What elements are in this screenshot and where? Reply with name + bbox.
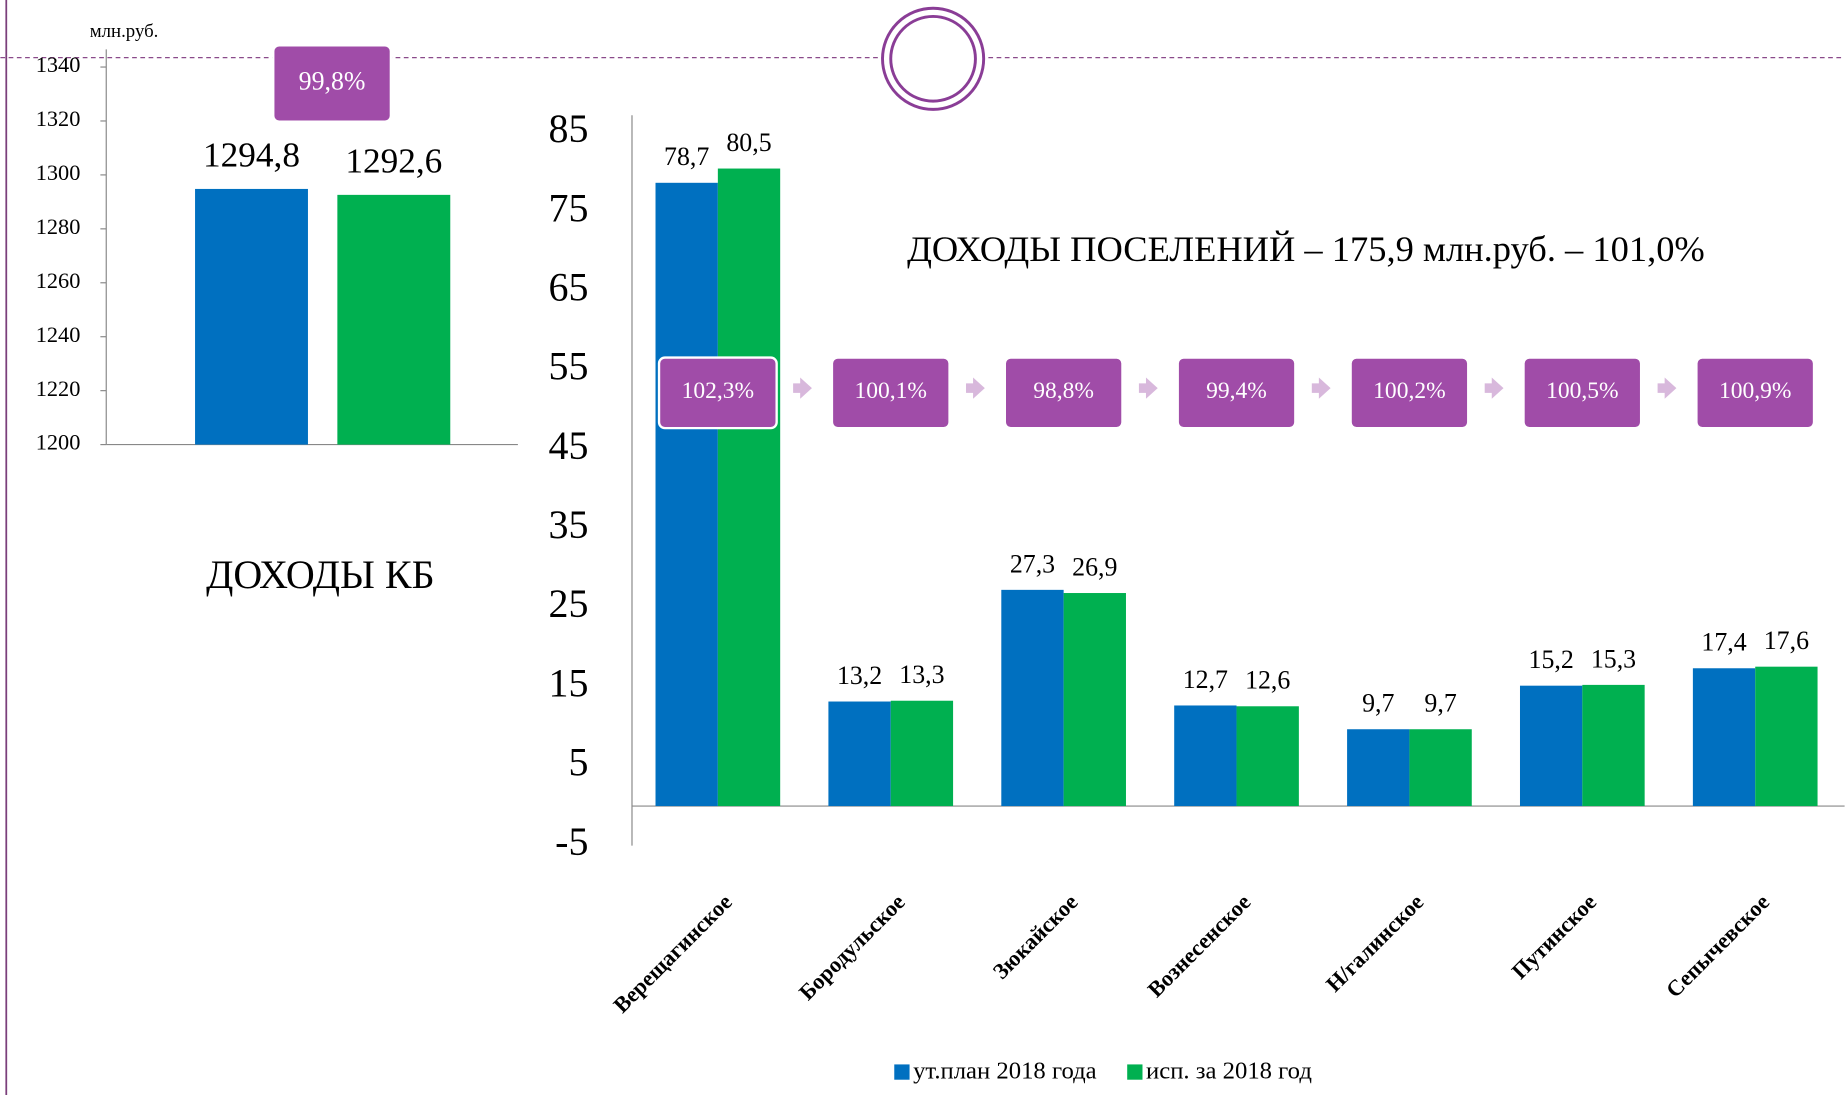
legend-label: ут.план 2018 года bbox=[913, 1057, 1097, 1084]
y-tick-label: 1300 bbox=[36, 160, 81, 185]
arrow bbox=[1484, 377, 1504, 399]
value-label: 1294,8 bbox=[203, 135, 300, 174]
value-label: 17,6 bbox=[1764, 626, 1809, 655]
percent-label: 99,8% bbox=[299, 66, 366, 95]
y-tick-label: 1320 bbox=[36, 106, 81, 131]
bar bbox=[1001, 589, 1064, 807]
y-tick-label: 85 bbox=[549, 106, 589, 151]
value-label: 12,6 bbox=[1245, 666, 1290, 695]
y-tick-label: 1240 bbox=[36, 322, 81, 347]
y-axis-label: млн.руб. bbox=[90, 21, 159, 42]
value-label: 78,7 bbox=[664, 142, 709, 171]
y-tick-label: 1200 bbox=[36, 430, 81, 455]
legend-swatch bbox=[894, 1064, 910, 1080]
value-label: 15,3 bbox=[1591, 644, 1636, 673]
percent-label: 100,2% bbox=[1373, 378, 1446, 404]
percent-label: 98,8% bbox=[1033, 378, 1094, 404]
y-tick-label: 45 bbox=[549, 423, 589, 468]
x-tick-label: Вознесенское bbox=[1143, 889, 1256, 1002]
percent-badge bbox=[1176, 356, 1297, 430]
bar bbox=[1692, 668, 1756, 807]
percent-badge bbox=[657, 356, 778, 430]
percent-badge bbox=[1522, 356, 1643, 430]
value-label: 13,3 bbox=[899, 660, 944, 689]
legend-swatch bbox=[1127, 1064, 1143, 1080]
value-label: 1292,6 bbox=[345, 141, 442, 180]
bar bbox=[1063, 593, 1126, 807]
percent-label: 100,1% bbox=[854, 378, 926, 404]
legend-label: исп. за 2018 год bbox=[1146, 1057, 1312, 1084]
chart-title: ДОХОДЫ ПОСЕЛЕНИЙ – 175,9 млн.руб. – 101,… bbox=[907, 229, 1705, 269]
bar bbox=[337, 194, 451, 445]
x-tick-label: Сепычевское bbox=[1661, 889, 1774, 1002]
bar bbox=[1347, 729, 1410, 807]
bar bbox=[195, 188, 308, 445]
y-tick-label: 55 bbox=[549, 344, 589, 389]
y-tick-label: 1220 bbox=[36, 376, 81, 401]
bar bbox=[828, 701, 891, 807]
ornament-outer bbox=[881, 6, 986, 111]
percent-badge bbox=[830, 356, 951, 430]
x-tick-label: Верещагинское bbox=[608, 889, 736, 1017]
percent-label: 102,3% bbox=[682, 378, 755, 404]
arrow bbox=[1311, 377, 1331, 399]
y-tick-label: 35 bbox=[549, 502, 589, 547]
value-label: 13,2 bbox=[837, 661, 882, 690]
x-tick-label: Зюкайское bbox=[988, 889, 1083, 984]
bar bbox=[890, 700, 954, 807]
value-label: 17,4 bbox=[1701, 628, 1746, 657]
arrow bbox=[1657, 377, 1677, 399]
y-tick-label: 25 bbox=[549, 581, 589, 626]
x-tick-label: Н/галинское bbox=[1321, 889, 1428, 996]
bar bbox=[1755, 666, 1818, 807]
bar bbox=[1236, 706, 1299, 807]
percent-label: 99,4% bbox=[1206, 378, 1267, 404]
percent-badge bbox=[1695, 356, 1816, 430]
y-tick-label: -5 bbox=[555, 819, 588, 864]
value-label: 12,7 bbox=[1183, 665, 1228, 694]
percent-badge bbox=[1003, 356, 1124, 430]
value-label: 15,2 bbox=[1529, 645, 1574, 674]
value-label: 80,5 bbox=[726, 128, 771, 157]
ornament-inner bbox=[889, 14, 977, 103]
arrow bbox=[966, 377, 985, 399]
arrow bbox=[793, 377, 812, 399]
y-tick-label: 5 bbox=[568, 740, 588, 785]
y-tick-label: 1260 bbox=[36, 268, 81, 293]
arrow bbox=[1138, 377, 1158, 399]
bar bbox=[1409, 729, 1472, 807]
y-tick-label: 1340 bbox=[36, 52, 81, 77]
percent-label: 100,9% bbox=[1719, 378, 1792, 404]
bar bbox=[1519, 685, 1583, 807]
percent-label: 100,5% bbox=[1546, 378, 1619, 404]
chart-title: ДОХОДЫ КБ bbox=[206, 552, 434, 597]
bar bbox=[1582, 684, 1645, 807]
y-tick-label: 65 bbox=[549, 264, 589, 309]
value-label: 27,3 bbox=[1010, 549, 1055, 578]
y-tick-label: 75 bbox=[549, 185, 589, 230]
percent-badge bbox=[1349, 356, 1470, 430]
x-tick-label: Путинское bbox=[1507, 889, 1602, 984]
y-tick-label: 1280 bbox=[36, 214, 81, 239]
value-label: 26,9 bbox=[1072, 552, 1117, 581]
x-tick-label: Бородульское bbox=[794, 889, 910, 1005]
value-label: 9,7 bbox=[1424, 689, 1456, 718]
bar bbox=[1174, 705, 1237, 807]
bar bbox=[655, 182, 718, 807]
y-tick-label: 15 bbox=[549, 660, 589, 705]
bar bbox=[717, 168, 781, 807]
value-label: 9,7 bbox=[1362, 689, 1394, 718]
percent-badge bbox=[272, 44, 393, 123]
